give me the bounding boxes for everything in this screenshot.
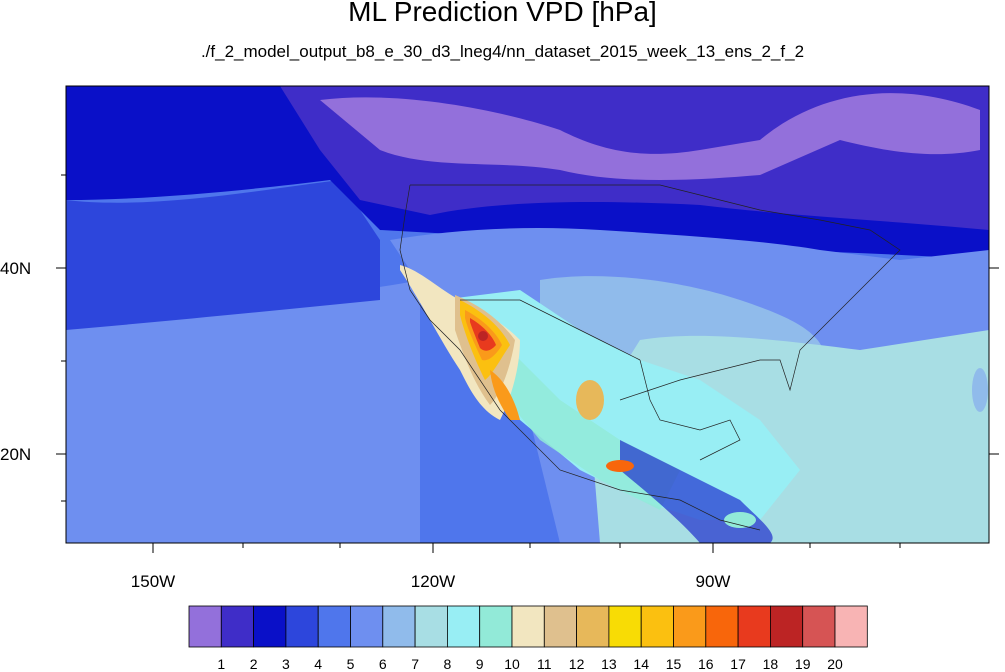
plot-subtitle: ./f_2_model_output_b8_e_30_d3_lneg4/nn_d…: [200, 42, 805, 61]
colorbar-label: 18: [763, 656, 779, 672]
colorbar-swatch: [511, 605, 545, 648]
colorbar-swatch: [737, 605, 771, 648]
colorbar-label: 13: [601, 656, 617, 672]
lon-label-90w: 90W: [696, 572, 731, 591]
colorbar-label: 19: [795, 656, 811, 672]
lat-label-40n: 40N: [0, 259, 31, 278]
plot-title: ML Prediction VPD [hPa]: [348, 0, 657, 27]
colorbar-swatch: [608, 605, 642, 648]
colorbar-swatch: [317, 605, 351, 648]
colorbar-label: 1: [217, 656, 225, 672]
colorbar-swatch: [220, 605, 255, 648]
colorbar-label: 16: [698, 656, 714, 672]
colorbar-label: 6: [379, 656, 387, 672]
vpd-field: [66, 86, 989, 543]
colorbar-swatch: [285, 605, 319, 648]
colorbar-swatch: [802, 605, 836, 648]
colorbar-label: 15: [666, 656, 682, 672]
colorbar-swatch: [414, 605, 448, 648]
colorbar-label: 4: [314, 656, 322, 672]
colorbar: 1 2 3 4 5 6 7 8 9 10 11 12 13 14 15 16 17 18 19 20: [188, 605, 868, 672]
coastlines: [399, 184, 901, 531]
colorbar-label: 3: [282, 656, 290, 672]
axis-ticks: [56, 174, 999, 553]
colorbar-label: 17: [730, 656, 746, 672]
colorbar-swatch: [834, 605, 868, 648]
lat-label-20n: 20N: [0, 445, 31, 464]
lon-label-150w: 150W: [131, 572, 175, 591]
colorbar-swatch: [253, 605, 287, 648]
colorbar-label: 11: [537, 656, 552, 672]
colorbar-swatch: [479, 605, 513, 648]
colorbar-label: 10: [504, 656, 520, 672]
colorbar-label: 20: [827, 656, 843, 672]
colorbar-label: 2: [250, 656, 258, 672]
colorbar-label: 7: [411, 656, 419, 672]
colorbar-swatch: [350, 605, 384, 648]
colorbar-swatch: [446, 605, 481, 648]
colorbar-swatch: [640, 605, 674, 648]
colorbar-swatch: [543, 605, 577, 648]
colorbar-swatch: [382, 605, 416, 648]
colorbar-label: 14: [633, 656, 649, 672]
colorbar-label: 12: [569, 656, 585, 672]
colorbar-label: 9: [476, 656, 484, 672]
map-frame: [65, 85, 990, 544]
colorbar-swatch: [770, 605, 804, 648]
colorbar-swatch: [673, 605, 707, 648]
colorbar-label: 5: [347, 656, 355, 672]
colorbar-swatch: [576, 605, 610, 648]
colorbar-swatch: [188, 605, 222, 648]
lon-label-120w: 120W: [411, 572, 455, 591]
colorbar-label: 8: [444, 656, 452, 672]
colorbar-swatch: [705, 605, 739, 648]
